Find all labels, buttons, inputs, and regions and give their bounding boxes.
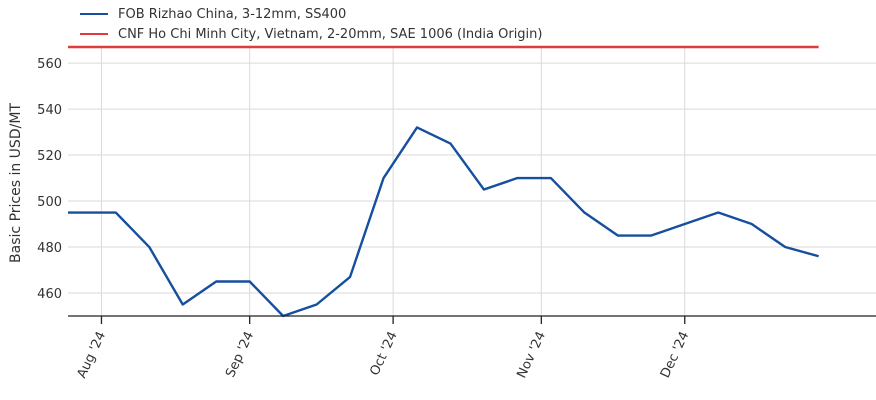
legend-swatch-fob	[80, 13, 108, 15]
legend-item-fob: FOB Rizhao China, 3-12mm, SS400	[80, 4, 542, 24]
legend-label-fob: FOB Rizhao China, 3-12mm, SS400	[118, 6, 347, 22]
legend-swatch-cnf	[80, 33, 108, 35]
x-tick-label: Aug '24	[75, 329, 110, 380]
y-tick-label: 480	[37, 241, 62, 256]
x-tick-label: Dec '24	[658, 329, 692, 380]
y-tick-label: 560	[37, 57, 62, 72]
grid	[68, 47, 876, 316]
y-tick-label: 520	[37, 149, 62, 164]
y-axis-label: Basic Prices in USD/MT	[8, 103, 24, 263]
x-tick-label: Sep '24	[223, 329, 257, 380]
y-tick-label: 500	[37, 195, 62, 210]
x-tick-label: Nov '24	[514, 329, 549, 380]
x-axis: Aug '24 Sep '24 Oct '24 Nov '24 Dec '24	[68, 315, 876, 381]
y-tick-label: 460	[37, 287, 62, 302]
series-line-fob-rizhao	[68, 126, 819, 318]
legend-label-cnf: CNF Ho Chi Minh City, Vietnam, 2-20mm, S…	[118, 26, 543, 42]
y-axis: 460 480 500 520 540 560	[37, 57, 62, 302]
x-tick-label: Oct '24	[367, 329, 400, 378]
legend: FOB Rizhao China, 3-12mm, SS400 CNF Ho C…	[80, 4, 542, 44]
series-lines	[68, 45, 819, 318]
y-tick-label: 540	[37, 103, 62, 118]
legend-item-cnf: CNF Ho Chi Minh City, Vietnam, 2-20mm, S…	[80, 24, 542, 44]
